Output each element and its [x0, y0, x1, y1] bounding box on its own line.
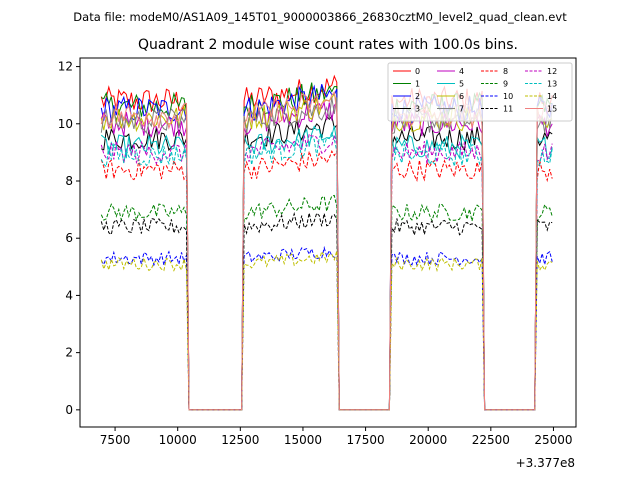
y-axis: 0 2 4 6 8 10 12 — [58, 60, 80, 417]
x-axis: 7500 10000 12500 15000 17500 20000 22500 25000 — [100, 427, 573, 447]
legend-label-3: 3 — [415, 105, 420, 114]
legend-label-6: 6 — [459, 92, 464, 101]
x-tick-label: 17500 — [346, 433, 384, 447]
series-line-11 — [100, 211, 553, 411]
legend-label-12: 12 — [547, 67, 557, 76]
x-tick-label: 12500 — [221, 433, 259, 447]
series-line-9 — [100, 194, 553, 411]
x-tick-label: 22500 — [472, 433, 510, 447]
chart-title: Quadrant 2 module wise count rates with … — [138, 37, 518, 53]
series-line-5 — [100, 125, 553, 411]
y-tick-label: 6 — [65, 231, 73, 245]
legend-label-2: 2 — [415, 92, 420, 101]
legend-label-11: 11 — [503, 105, 513, 114]
legend-label-13: 13 — [547, 80, 557, 89]
x-offset-label: +3.377e8 — [516, 456, 575, 470]
x-tick-label: 25000 — [534, 433, 572, 447]
legend-label-7: 7 — [459, 105, 464, 114]
axes-frame — [79, 57, 577, 428]
legend-label-4: 4 — [459, 67, 464, 76]
y-tick-label: 12 — [58, 60, 73, 74]
legend-label-0: 0 — [415, 67, 420, 76]
y-tick-label: 2 — [65, 346, 73, 360]
y-tick-label: 8 — [65, 174, 73, 188]
legend-label-5: 5 — [459, 80, 464, 89]
y-tick-label: 10 — [58, 117, 73, 131]
series-lines — [100, 74, 553, 411]
x-tick-label: 20000 — [409, 433, 447, 447]
y-tick-label: 4 — [65, 288, 73, 302]
x-tick-label: 7500 — [100, 433, 131, 447]
legend-label-8: 8 — [503, 67, 508, 76]
figure-suptitle: Data file: modeM0/AS1A09_145T01_90000038… — [73, 10, 567, 24]
legend-label-14: 14 — [547, 92, 557, 101]
plot-area: 7500 10000 12500 15000 17500 20000 22500 25000 … — [58, 57, 577, 470]
legend-label-10: 10 — [503, 92, 513, 101]
legend-label-15: 15 — [547, 105, 557, 114]
x-tick-label: 10000 — [159, 433, 197, 447]
y-tick-label: 0 — [65, 403, 73, 417]
series-line-10 — [100, 245, 553, 411]
x-tick-label: 15000 — [284, 433, 322, 447]
series-line-14 — [100, 250, 553, 411]
legend-label-1: 1 — [415, 80, 420, 89]
legend-label-9: 9 — [503, 80, 508, 89]
legend-box — [387, 62, 573, 122]
